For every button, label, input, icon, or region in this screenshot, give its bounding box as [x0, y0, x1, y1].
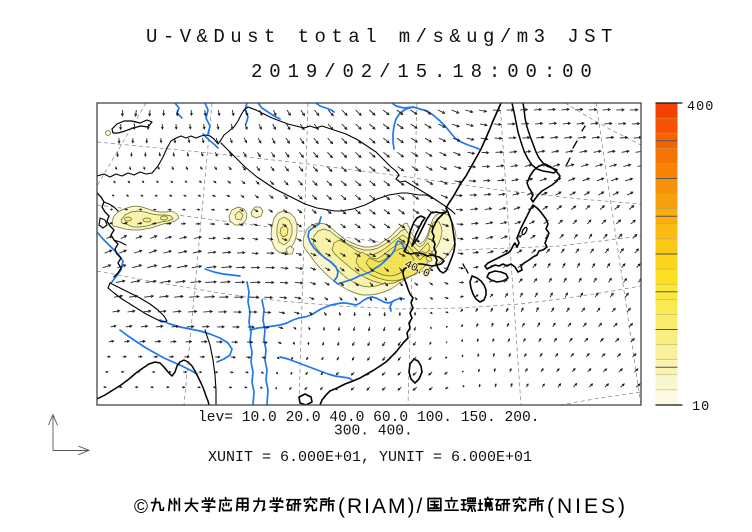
svg-text:(NIES): (NIES) — [547, 495, 628, 518]
svg-text:U-V&Dust total m/s&ug/m3 JST: U-V&Dust total m/s&ug/m3 JST — [146, 26, 618, 48]
svg-text:(RIAM)/: (RIAM)/ — [338, 495, 424, 518]
svg-text:400: 400 — [687, 100, 714, 115]
svg-text:2019/02/15.18:00:00: 2019/02/15.18:00:00 — [251, 61, 599, 83]
svg-text:©: © — [134, 497, 148, 518]
svg-text:10: 10 — [692, 400, 710, 415]
svg-text:XUNIT = 6.000E+01, YUNIT = 6.0: XUNIT = 6.000E+01, YUNIT = 6.000E+01 — [208, 449, 532, 466]
svg-text:lev= 10.0 20.0 40.0 60.0 100.: lev= 10.0 20.0 40.0 60.0 100. 150. 200. — [198, 410, 540, 426]
svg-text:300. 400.: 300. 400. — [334, 424, 413, 440]
